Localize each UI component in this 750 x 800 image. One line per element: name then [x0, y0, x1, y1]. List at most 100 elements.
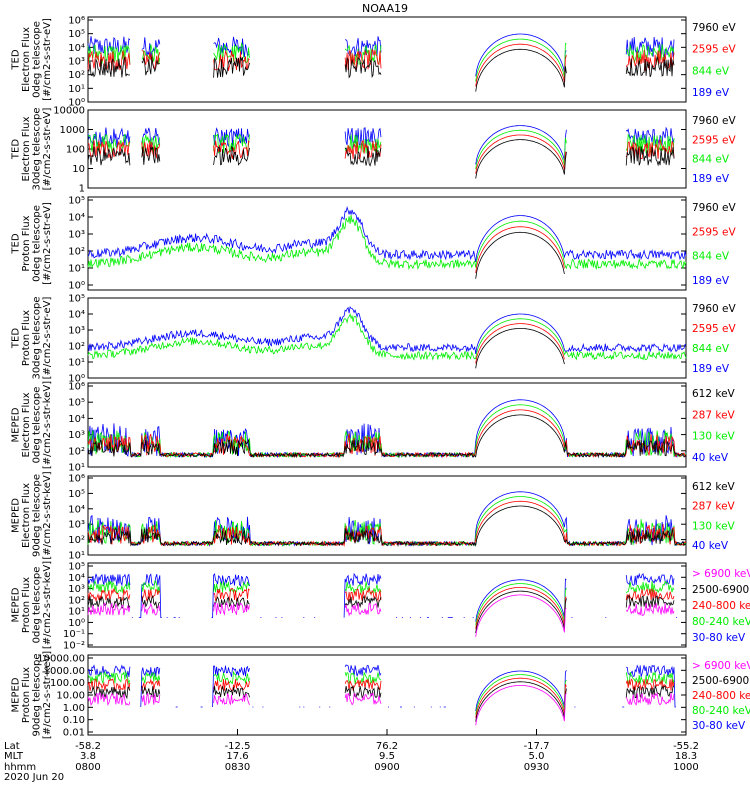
y-tick-label: 1.00: [63, 703, 85, 714]
x-tick-lat: -17.7: [524, 741, 550, 752]
y-axis-label: MEPEDProton Flux90deg telescope[#/cm2-s-…: [10, 651, 53, 739]
x-tick-hhmm: 0900: [374, 762, 399, 773]
legend-entry: 189 eV: [692, 87, 730, 99]
y-tick-label: 10³: [68, 230, 85, 241]
legend-entry: 240-800 ke: [692, 600, 750, 612]
y-tick-label: 10000: [53, 106, 85, 117]
y-axis-label-line: TED: [10, 49, 21, 70]
y-tick-label: 10⁰: [68, 98, 85, 109]
series-trace-green: [87, 214, 687, 271]
legend-entry: 2500-6900: [692, 584, 749, 596]
series-trace-black: [87, 414, 687, 459]
y-axis-label-line: 30deg telescope: [31, 296, 42, 379]
y-axis-label-line: [#/cm2-s-str-keV]: [42, 561, 53, 649]
legend-entry: 7960 eV: [692, 115, 737, 127]
panel-1: 10⁰ 10¹ 10² 10³ 10⁴ 10⁵ 10⁶ TEDElectron Flux0de…: [10, 16, 736, 109]
legend-entry: 80-240 keV: [692, 616, 750, 628]
series-trace-red: [87, 500, 687, 548]
y-axis-label-line: TED: [10, 233, 21, 254]
x-tick-lat: -55.2: [673, 741, 699, 752]
legend-entry: 2595 eV: [692, 134, 737, 146]
y-axis-label-line: 0deg telescope: [31, 567, 42, 644]
y-tick-label: 10000.00: [37, 654, 85, 665]
x-tick-mlt: 3.8: [80, 751, 96, 762]
series-trace-red: [87, 134, 675, 174]
y-axis-label-line: MEPED: [10, 407, 21, 442]
series-trace-red: [87, 43, 675, 87]
y-axis-label: MEPEDProton Flux0deg telescope[#/cm2-s-s…: [10, 561, 53, 649]
series-trace-black: [87, 505, 687, 548]
y-axis-label-line: [#/cm2-s-str-eV]: [42, 18, 53, 101]
series-trace-blue: [87, 206, 687, 262]
panel-5: 10¹ 10² 10³ 10⁴ 10⁵ 10⁶ MEPEDElectron Flux0deg…: [10, 381, 735, 474]
y-axis-label-line: [#/cm2-s-str-eV]: [42, 297, 53, 380]
legend-entry: 189 eV: [692, 363, 730, 375]
y-axis-label-line: MEPED: [10, 677, 21, 712]
x-row-label: hhmm: [4, 762, 36, 773]
y-axis-label-line: Electron Flux: [21, 392, 32, 457]
y-tick-label: 1000: [60, 125, 85, 136]
y-tick-label: 10⁴: [68, 43, 85, 54]
y-tick-label: 10³: [68, 57, 85, 68]
y-axis-label-line: TED: [10, 139, 21, 160]
legend-entry: 844 eV: [692, 154, 730, 166]
x-tick-mlt: 9.5: [379, 751, 395, 762]
x-tick-hhmm: 0800: [75, 762, 100, 773]
legend-entry: 189 eV: [692, 275, 730, 287]
legend-entry: 7960 eV: [692, 303, 737, 315]
series-trace-blue: [87, 306, 687, 354]
y-axis-label: MEPEDElectron Flux0deg telescope[#/cm2-s…: [10, 381, 53, 469]
panel-8: 0.010.101.0010.00100.001000.0010000.00ME…: [10, 651, 750, 739]
legend-entry: 2595 eV: [692, 226, 737, 238]
legend-entry: 40 keV: [692, 452, 729, 464]
y-tick-label: 10²: [68, 595, 85, 606]
panel-6: 10¹ 10² 10³ 10⁴ 10⁵ 10⁶ MEPEDElectron Flux90de…: [10, 471, 735, 561]
legend-entry: 844 eV: [692, 343, 730, 355]
series-trace-green: [87, 38, 675, 82]
y-axis-label-line: 0deg telescope: [31, 205, 42, 282]
y-tick-label: 10.00: [56, 691, 85, 702]
x-tick-lat: -58.2: [75, 741, 101, 752]
y-tick-label: 0.01: [63, 728, 85, 739]
x-tick-lat: -12.5: [225, 741, 251, 752]
y-axis-label-line: Proton Flux: [21, 577, 32, 633]
series-trace-green: [87, 129, 675, 170]
x-row-label: Lat: [4, 741, 20, 752]
legend-entry: 7960 eV: [692, 22, 737, 34]
legend-entry: 844 eV: [692, 251, 730, 263]
x-tick-lat: 76.2: [376, 741, 398, 752]
y-axis-label-line: 30deg telescope: [31, 107, 42, 190]
series-trace-blue: [88, 574, 684, 622]
y-tick-label: 10⁰: [68, 374, 85, 385]
y-tick-label: 10⁴: [68, 310, 85, 321]
panel-frame: [87, 16, 687, 103]
y-tick-label: 10²: [68, 446, 85, 457]
series-trace-blue: [87, 491, 687, 547]
y-tick-label: 10¹: [68, 264, 85, 275]
panel-frame: [87, 297, 687, 379]
y-tick-label: 10³: [68, 430, 85, 441]
series-trace-black: [476, 232, 630, 278]
panel-3: 10⁰ 10¹ 10² 10³ 10⁴ 10⁵ TEDProton Flux0deg tel…: [10, 196, 736, 292]
panel-frame: [87, 109, 687, 189]
y-tick-label: 10⁵: [68, 398, 85, 409]
series-trace-magenta: [87, 594, 675, 637]
y-tick-label: 10¹: [68, 551, 85, 562]
y-axis-label-line: Electron Flux: [21, 116, 32, 181]
x-tick-hhmm: 1000: [673, 762, 698, 773]
y-tick-label: 10²: [68, 247, 85, 258]
panel-frame: [87, 562, 687, 648]
y-tick-label: 10⁰: [68, 281, 85, 292]
x-tick-mlt: 5.0: [529, 751, 545, 762]
legend-entry: 189 eV: [692, 173, 730, 185]
x-row-label: MLT: [4, 751, 24, 762]
y-axis-label: MEPEDElectron Flux90deg telescope[#/cm2-…: [10, 471, 53, 559]
series-trace-red: [87, 586, 675, 630]
legend-entry: 844 eV: [692, 65, 730, 77]
y-tick-label: 0.10: [63, 715, 85, 726]
y-axis-label-line: Electron Flux: [21, 483, 32, 548]
x-tick-hhmm: 0830: [225, 762, 250, 773]
chart-title: NOAA19: [362, 2, 408, 15]
